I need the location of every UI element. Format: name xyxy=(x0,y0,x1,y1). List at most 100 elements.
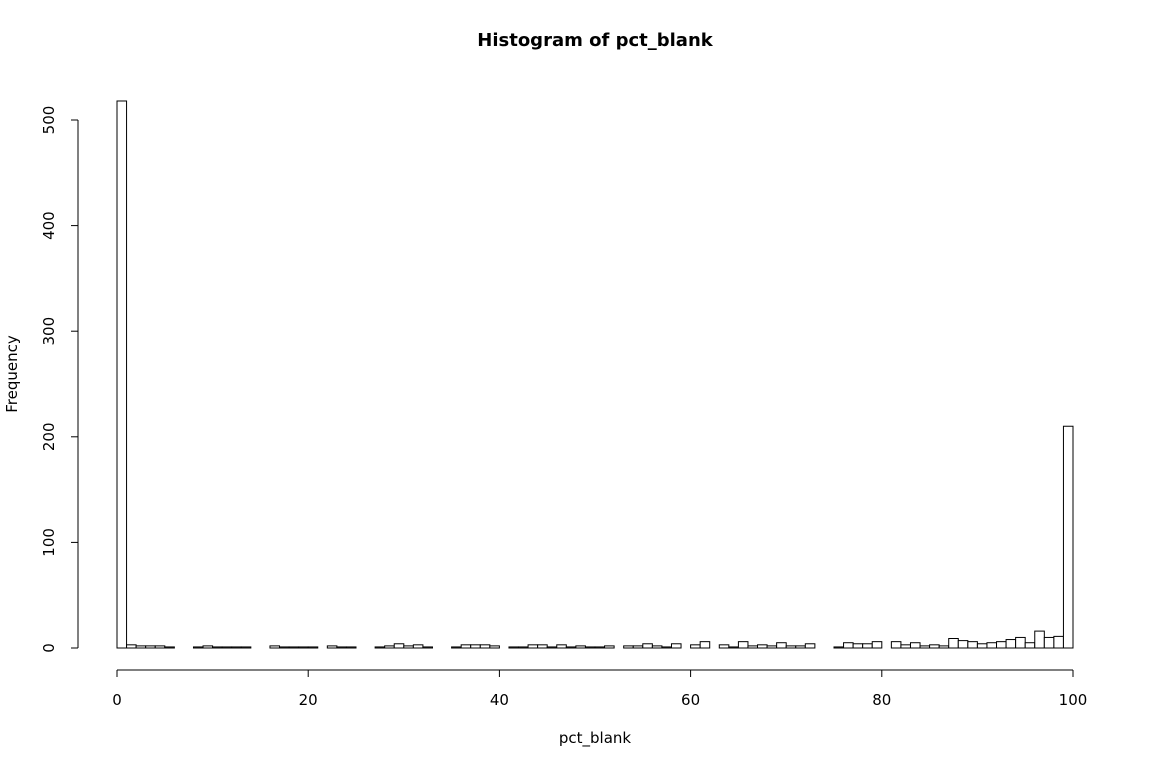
histogram-bar xyxy=(212,646,223,649)
histogram-bar xyxy=(527,644,539,649)
bars-group xyxy=(116,100,1074,649)
histogram-bar xyxy=(1005,639,1017,649)
histogram-bar xyxy=(862,643,873,649)
histogram-bar xyxy=(670,643,682,649)
histogram-bar xyxy=(833,646,845,649)
histogram-bar xyxy=(202,645,214,649)
histogram-bar xyxy=(116,100,128,649)
histogram-bar xyxy=(126,644,137,649)
y-tick-label: 0 xyxy=(40,643,58,653)
x-tick-label: 40 xyxy=(490,691,509,709)
histogram-bar xyxy=(164,646,175,649)
histogram-bar xyxy=(948,638,959,649)
histogram-bar xyxy=(221,646,233,649)
histogram-bar xyxy=(145,645,156,649)
histogram-bar xyxy=(776,642,787,649)
x-tick-label: 60 xyxy=(681,691,700,709)
histogram-bar xyxy=(451,646,462,649)
histogram-bar xyxy=(575,645,586,649)
x-tick-label: 100 xyxy=(1059,691,1088,709)
chart-title: Histogram of pct_blank xyxy=(477,30,713,51)
histogram-bar xyxy=(1024,642,1036,649)
y-tick-label: 500 xyxy=(40,106,58,135)
x-tick-label: 80 xyxy=(872,691,891,709)
histogram-bar xyxy=(403,645,414,649)
histogram-bar xyxy=(393,643,405,649)
histogram-bar xyxy=(632,645,644,649)
histogram-bar xyxy=(508,646,520,649)
histogram-bar xyxy=(690,644,701,649)
histogram-bar xyxy=(1062,425,1074,649)
histogram-bar xyxy=(852,643,864,649)
histogram-bar xyxy=(766,645,778,649)
histogram-bar xyxy=(518,646,529,649)
histogram-bar xyxy=(384,645,395,649)
histogram-bar xyxy=(1015,636,1026,649)
x-axis: 0 20 40 60 80 100 xyxy=(112,669,1088,709)
histogram-bar xyxy=(1034,630,1045,649)
histogram-bar xyxy=(279,646,290,649)
histogram-bar xyxy=(967,641,978,649)
histogram-bar xyxy=(336,646,347,649)
y-tick-label: 300 xyxy=(40,317,58,346)
histogram-bar xyxy=(737,641,749,649)
histogram-bar xyxy=(269,645,281,649)
histogram-bar xyxy=(1043,636,1055,649)
y-tick-label: 100 xyxy=(40,528,58,557)
histogram-bar xyxy=(240,646,252,649)
histogram-bar xyxy=(785,645,797,649)
histogram-bar xyxy=(929,644,940,649)
histogram-bar xyxy=(871,641,883,649)
histogram-bar xyxy=(307,646,319,649)
histogram-bar xyxy=(938,645,950,649)
histogram-bar xyxy=(642,643,653,649)
histogram-bar xyxy=(661,646,672,649)
histogram-bar xyxy=(154,645,166,649)
histogram-bar xyxy=(584,646,596,649)
histogram-bar xyxy=(986,642,998,649)
histogram-bar xyxy=(699,641,711,649)
histogram-bar xyxy=(804,643,816,649)
y-axis-label: Frequency xyxy=(3,335,21,413)
y-tick-label: 200 xyxy=(40,422,58,451)
histogram-bar xyxy=(757,644,768,649)
histogram-bar xyxy=(546,646,558,649)
histogram-bar xyxy=(412,644,424,649)
histogram-bar xyxy=(537,644,548,649)
x-axis-label: pct_blank xyxy=(559,729,632,748)
histogram-bar xyxy=(795,645,806,649)
histogram-bar xyxy=(919,645,931,649)
histogram-bar xyxy=(374,646,386,649)
histogram-bar xyxy=(890,641,902,649)
histogram-bar xyxy=(135,645,147,649)
histogram-bar xyxy=(298,646,309,649)
histogram-bar xyxy=(460,644,472,649)
histogram-bar xyxy=(843,642,854,649)
histogram-bar xyxy=(565,646,577,649)
histogram-bar xyxy=(489,645,500,649)
histogram-bar xyxy=(604,645,615,649)
histogram-bar xyxy=(651,645,663,649)
histogram-bar xyxy=(479,644,491,649)
histogram-bar xyxy=(623,645,634,649)
histogram-bar xyxy=(957,640,969,649)
histogram-bar xyxy=(326,645,338,649)
histogram-bar xyxy=(556,644,567,649)
histogram-bar xyxy=(900,644,911,649)
histogram-bar xyxy=(1053,635,1064,649)
histogram-bar xyxy=(192,646,204,649)
histogram-bar xyxy=(594,646,606,649)
y-tick-label: 400 xyxy=(40,211,58,240)
histogram-bar xyxy=(976,643,988,649)
histogram-bar xyxy=(718,644,730,649)
histogram-bar xyxy=(288,646,300,649)
histogram-bar xyxy=(747,645,759,649)
x-tick-label: 20 xyxy=(299,691,318,709)
histogram-bar xyxy=(996,641,1007,649)
histogram-bar xyxy=(728,646,739,649)
histogram-bar xyxy=(345,646,357,649)
histogram-bar xyxy=(909,642,921,649)
histogram-bar xyxy=(470,644,481,649)
y-axis: 0 100 200 300 400 500 xyxy=(40,106,79,653)
